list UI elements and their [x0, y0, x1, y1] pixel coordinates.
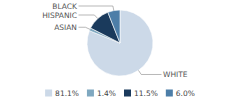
slice-labels: WHITE ASIAN HISPANICBLACK	[42, 2, 188, 79]
legend-swatch	[124, 90, 131, 97]
legend-swatch	[87, 90, 94, 97]
slice-label: ASIAN	[54, 23, 77, 32]
pie	[87, 10, 153, 76]
legend-label: 11.5%	[134, 89, 158, 98]
leader-line	[79, 27, 90, 29]
pie-slice	[108, 10, 120, 43]
chart: WHITE ASIAN HISPANICBLACK 81.1% 1.4% 11.5% 6.0…	[0, 0, 240, 100]
legend-item: 6.0%	[166, 89, 195, 98]
slice-label: WHITE	[163, 70, 188, 79]
slice-label: HISPANIC	[42, 11, 77, 20]
legend-swatch	[45, 90, 52, 97]
legend-label: 1.4%	[97, 89, 116, 98]
legend-item: 11.5%	[124, 89, 158, 98]
slice-label: BLACK	[52, 2, 78, 11]
legend-item: 1.4%	[87, 89, 116, 98]
legend-label: 81.1%	[55, 89, 79, 98]
pie-slice	[87, 10, 153, 76]
legend-swatch	[166, 90, 173, 97]
leader-line	[79, 6, 114, 11]
legend: 81.1% 1.4% 11.5% 6.0%	[45, 89, 195, 98]
legend-item: 81.1%	[45, 89, 79, 98]
leader-line	[138, 70, 161, 74]
leader-line	[79, 15, 98, 19]
legend-label: 6.0%	[176, 89, 195, 98]
